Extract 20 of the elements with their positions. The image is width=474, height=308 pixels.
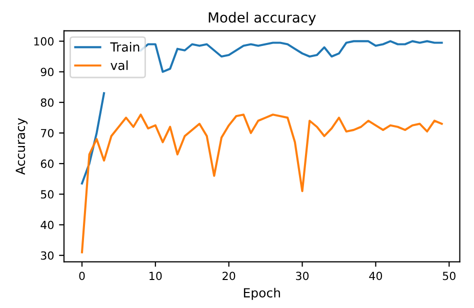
x-tick-label: 20: [222, 272, 236, 280]
x-tick-label: 40: [369, 272, 382, 280]
x-tick-label: 0: [79, 272, 85, 280]
x-tick-label: 10: [150, 272, 162, 280]
y-axis-title: Accuracy: [16, 118, 28, 175]
chart-title: Model accuracy: [208, 12, 316, 26]
y-tick-label: 90: [40, 68, 54, 76]
legend-label: Train: [110, 42, 140, 52]
y-tick-label: 60: [40, 160, 54, 168]
y-tick-label: 70: [41, 128, 54, 138]
y-tick-label: 40: [40, 220, 54, 230]
y-tick-label: 100: [34, 37, 54, 46]
x-tick-label: 50: [442, 272, 456, 280]
y-tick-label: 30: [40, 251, 54, 260]
line-series: [80, 114, 443, 254]
y-tick-label: 50: [40, 190, 54, 199]
x-axis-title: Epoch: [244, 288, 280, 300]
y-tick-label: 80: [40, 98, 54, 107]
x-tick-label: 30: [296, 272, 309, 280]
legend-label: val: [110, 60, 128, 70]
